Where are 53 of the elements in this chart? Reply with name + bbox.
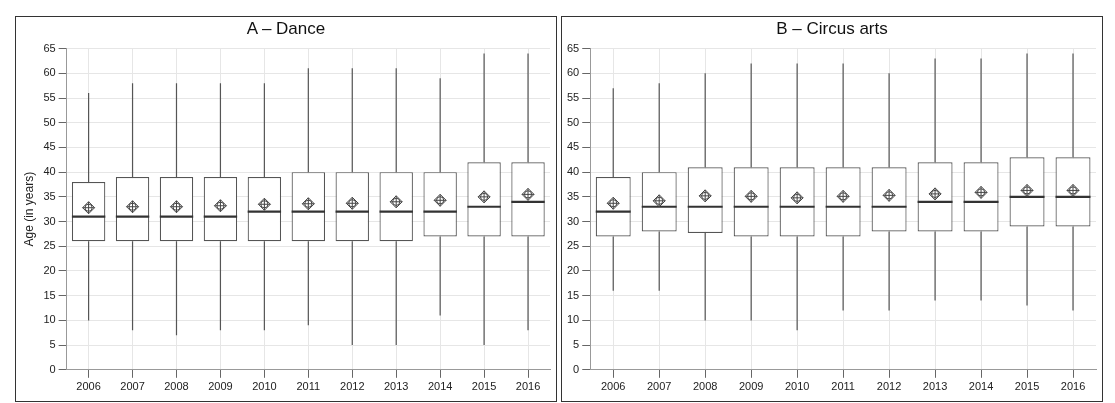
y-tick-label: 60 [566,66,580,79]
y-tick-label: 20 [43,264,56,276]
x-tick-label: 2013 [383,380,409,393]
y-tick-label: 45 [43,140,56,153]
x-tick-label: 2009 [738,380,764,393]
y-tick-label: 5 [573,338,580,351]
y-tick-label: 0 [573,362,580,375]
y-tick-label: 40 [566,165,580,178]
y-tick-label: 65 [566,41,580,54]
y-tick-label: 15 [566,288,580,301]
chart-title: B – Circus arts [775,19,889,39]
x-tick-label: 2007 [646,380,672,393]
y-tick-label: 55 [566,91,580,104]
x-tick-label: 2009 [208,380,233,393]
y-tick-label: 40 [43,165,56,178]
x-tick-label: 2016 [1060,380,1086,393]
y-tick-label: 35 [566,189,580,202]
x-tick-label: 2014 [427,380,453,393]
y-tick-label: 30 [566,214,580,227]
x-tick-label: 2012 [876,380,902,393]
y-tick-label: 45 [566,140,580,153]
y-tick-label: 20 [566,264,580,276]
y-tick-label: 15 [43,288,56,301]
x-tick-label: 2011 [296,380,321,393]
y-tick-label: 0 [49,362,56,375]
x-tick-label: 2008 [164,380,189,393]
y-tick-label: 10 [43,313,56,326]
y-tick-label: 25 [43,239,56,252]
y-tick-label: 65 [43,41,56,54]
y-tick-label: 60 [43,66,56,79]
y-tick-label: 10 [566,313,580,326]
y-tick-label: 50 [566,115,580,128]
y-tick-label: 55 [43,91,56,104]
y-axis-title: Age (in years) [21,171,36,247]
x-tick-label: 2015 [471,380,497,393]
y-tick-label: 35 [43,189,56,202]
x-tick-label: 2016 [515,380,541,393]
y-tick-label: 30 [43,214,56,227]
x-tick-label: 2006 [76,380,101,393]
x-tick-label: 2011 [831,380,855,393]
x-tick-label: 2015 [1014,380,1040,393]
x-tick-label: 2006 [600,380,626,393]
y-tick-label: 5 [49,338,56,351]
y-tick-label: 50 [43,115,56,128]
x-tick-label: 2013 [922,380,948,393]
x-tick-label: 2010 [784,380,810,393]
x-tick-label: 2008 [692,380,718,393]
x-tick-label: 2014 [968,380,994,393]
chart-title: A – Dance [245,19,327,39]
x-tick-label: 2007 [120,380,145,393]
y-tick-label: 25 [566,239,580,252]
x-tick-label: 2012 [340,380,365,393]
x-tick-label: 2010 [252,380,277,393]
